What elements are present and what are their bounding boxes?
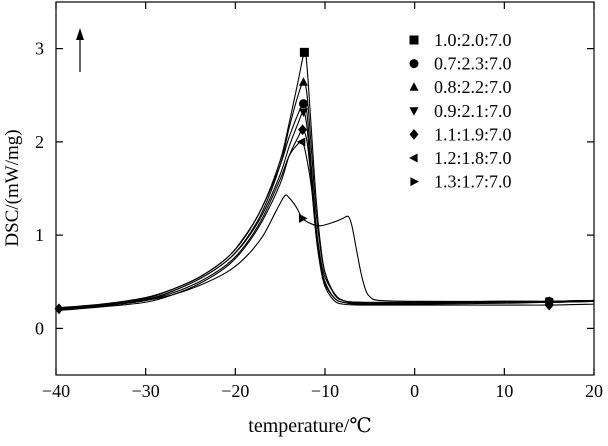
x-tick-label: 10: [495, 381, 513, 401]
legend-marker-square: [409, 35, 419, 45]
y-tick-label: 3: [35, 39, 44, 59]
series-line-2: [55, 103, 595, 309]
data-marker-diamond: [544, 299, 554, 311]
x-tick-label: 20: [585, 381, 603, 401]
x-tick-label: −20: [221, 381, 249, 401]
legend-label: 1.0:2.0:7.0: [434, 30, 512, 50]
series-line-1: [55, 51, 595, 309]
plot-area-frame: [55, 1, 595, 376]
series-line-5: [55, 129, 595, 312]
legend-label: 1.3:1.7:7.0: [434, 172, 512, 192]
legend-label: 1.1:1.9:7.0: [434, 124, 512, 144]
x-axis-label: temperature/℃: [248, 415, 371, 437]
data-marker-diamond: [54, 303, 64, 315]
legend-label: 0.7:2.3:7.0: [434, 54, 512, 74]
series-line-7: [55, 194, 595, 310]
x-tick-label: −40: [42, 381, 70, 401]
y-axis-label: DSC/(mW/mg): [2, 129, 23, 246]
series-line-6: [55, 140, 595, 311]
y-tick-label: 1: [35, 225, 44, 245]
legend-marker-triangle-up: [409, 82, 419, 91]
y-tick-label: 2: [35, 132, 44, 152]
x-tick-label: −10: [311, 381, 339, 401]
legend-marker-triangle-down: [409, 107, 419, 116]
legend-label: 1.2:1.8:7.0: [434, 148, 512, 168]
y-tick-label: 0: [35, 318, 44, 338]
series-line-3: [55, 81, 595, 310]
data-marker-triangle-left: [296, 137, 306, 147]
legend-marker-triangle-right: [410, 177, 419, 187]
data-marker-square: [299, 47, 309, 57]
data-marker-circle: [298, 99, 308, 109]
legend-marker-triangle-left: [409, 153, 418, 163]
exo-arrow: [76, 28, 84, 72]
data-marker-triangle-right: [545, 296, 555, 306]
data-marker-triangle-down: [298, 108, 308, 117]
legend-marker-circle: [409, 59, 419, 69]
series-line-4: [55, 111, 595, 311]
legend-label: 0.9:2.1:7.0: [434, 101, 512, 121]
legend-marker-diamond: [409, 129, 419, 140]
x-tick-label: 0: [410, 381, 419, 401]
data-marker-triangle-right: [298, 213, 308, 223]
legend-label: 0.8:2.2:7.0: [434, 77, 512, 97]
data-marker-diamond: [298, 124, 308, 136]
x-tick-label: −30: [132, 381, 160, 401]
data-marker-triangle-up: [298, 77, 308, 86]
